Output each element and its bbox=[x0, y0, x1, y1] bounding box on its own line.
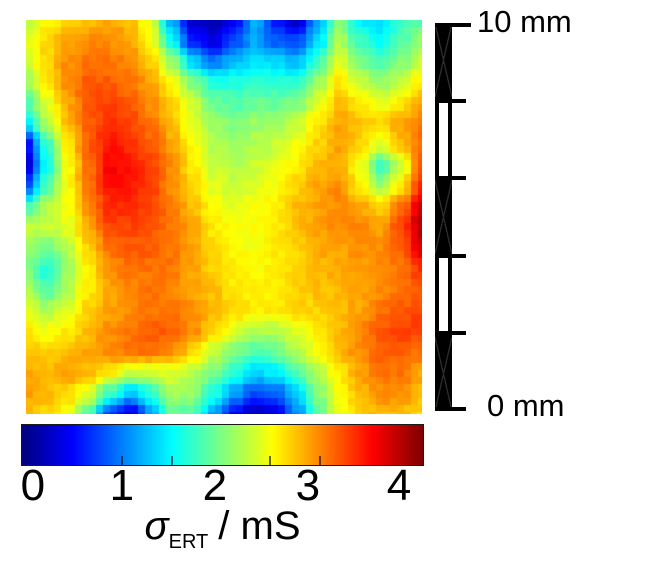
sigma-symbol: σ bbox=[144, 504, 169, 548]
colorbar-tick-label: 3 bbox=[295, 461, 321, 510]
scale-bar-segment-filled bbox=[435, 23, 452, 98]
colorbar-gradient bbox=[22, 425, 423, 465]
scale-bar-segment-filled bbox=[435, 179, 452, 255]
colorbar-minor-tick bbox=[170, 456, 173, 465]
sigma-subscript: ERT bbox=[168, 531, 209, 553]
scale-bar-segment-filled bbox=[435, 336, 452, 412]
scale-bar-tick bbox=[435, 23, 471, 27]
colorbar-title: σERT / mS bbox=[22, 503, 423, 554]
scale-bar-tick bbox=[435, 98, 466, 103]
colorbar-tick-label: 0 bbox=[20, 461, 46, 510]
colorbar-tick-label: 4 bbox=[386, 461, 412, 510]
colorbar-minor-tick bbox=[120, 456, 123, 465]
scale-bar-tick bbox=[435, 407, 466, 411]
scale-bar-tick bbox=[435, 253, 466, 258]
conductivity-heatmap bbox=[26, 20, 422, 414]
colorbar bbox=[21, 424, 424, 466]
scale-bar-tick bbox=[435, 176, 466, 181]
colorbar-tick-label: 1 bbox=[109, 461, 135, 510]
scale-bar-tick bbox=[435, 331, 466, 336]
scale-bar-min-label: 0 mm bbox=[487, 388, 565, 423]
colorbar-tick-labels: 0 1 2 3 4 bbox=[20, 461, 423, 510]
scale-bar-max-label: 10 mm bbox=[477, 4, 572, 39]
scale-bar-ticks bbox=[435, 23, 471, 411]
colorbar-minor-tick bbox=[268, 456, 271, 465]
colorbar-tick-label: 2 bbox=[202, 461, 228, 510]
colorbar-minor-tick bbox=[318, 456, 321, 465]
colorbar-unit: / mS bbox=[218, 504, 301, 548]
